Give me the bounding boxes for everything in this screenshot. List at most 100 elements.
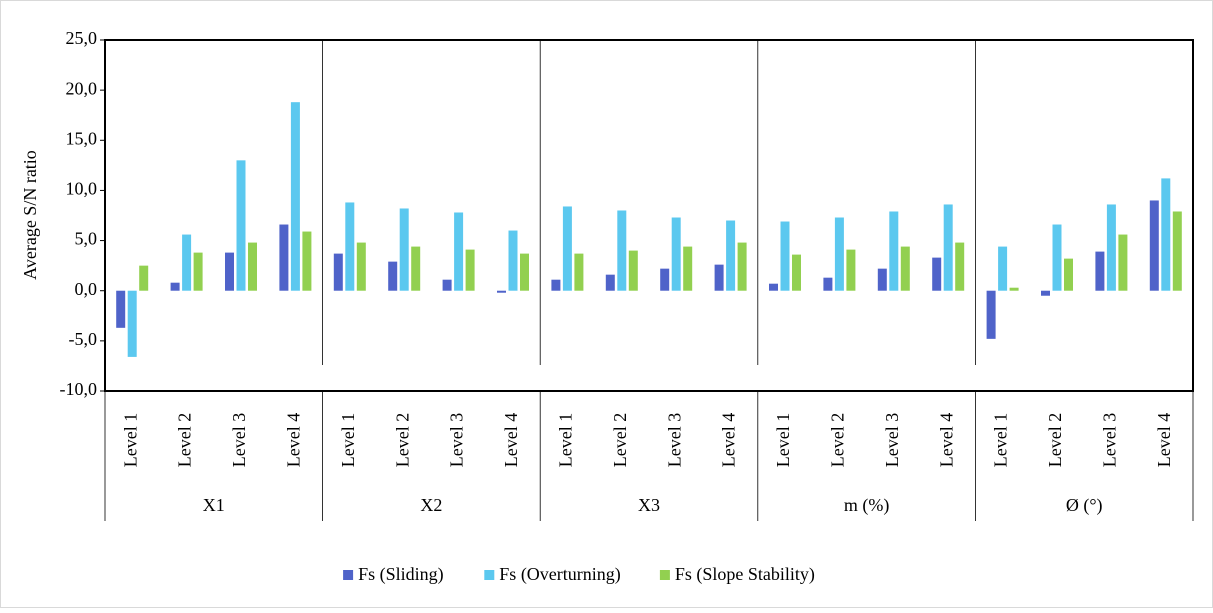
bar (877, 268, 887, 291)
x-tick-label: Level 2 (1045, 413, 1065, 467)
x-tick-label: Level 3 (1100, 413, 1120, 467)
bar (1041, 290, 1050, 296)
bar (683, 246, 693, 291)
bar (345, 202, 355, 291)
bar (823, 277, 833, 291)
bar (792, 254, 801, 291)
legend-swatch (659, 570, 670, 580)
bar (520, 253, 529, 291)
bar (769, 283, 778, 291)
bar (497, 290, 506, 293)
legend-label: Fs (Overturning) (499, 564, 620, 585)
x-tick-label: Level 1 (338, 413, 358, 467)
group-label: X3 (638, 495, 660, 515)
x-tick-label: Level 1 (120, 413, 140, 467)
plot-border (104, 39, 1194, 392)
bar (1064, 258, 1073, 291)
bar (955, 242, 965, 291)
bar (726, 220, 736, 291)
bar (236, 160, 246, 291)
x-tick-label: Level 4 (501, 413, 521, 467)
y-tick-label: 10,0 (66, 179, 98, 199)
x-tick-label: Level 3 (882, 413, 902, 467)
x-tick-label: Level 2 (828, 413, 848, 467)
y-tick-label: -10,0 (60, 379, 98, 399)
x-tick-label: Level 3 (664, 413, 684, 467)
bar (617, 210, 627, 291)
bar (1172, 211, 1182, 291)
bar (1095, 251, 1105, 291)
y-axis-title: Average S/N ratio (20, 150, 40, 280)
bar (998, 246, 1008, 291)
group-label: Ø (°) (1066, 495, 1103, 516)
x-tick-label: Level 4 (936, 413, 956, 467)
bar (127, 290, 137, 357)
x-tick-label: Level 4 (1154, 413, 1174, 467)
bar (454, 212, 464, 291)
bar (780, 221, 790, 291)
bar (388, 261, 398, 291)
x-tick-label: Level 4 (719, 413, 739, 467)
bar (139, 265, 149, 291)
y-tick-label: 15,0 (66, 128, 98, 148)
bar (1161, 178, 1171, 291)
legend-label: Fs (Sliding) (358, 564, 444, 585)
bar (356, 242, 366, 291)
x-tick-label: Level 2 (610, 413, 630, 467)
bar (889, 211, 899, 291)
bar (290, 102, 300, 291)
bar (1106, 204, 1116, 291)
y-tick-label: 20,0 (66, 78, 98, 98)
x-tick-label: Level 1 (773, 413, 793, 467)
group-label: X2 (420, 495, 442, 515)
bar (302, 231, 312, 291)
bar (1009, 287, 1019, 291)
bar (562, 206, 572, 291)
bar (116, 290, 126, 328)
bar (411, 246, 421, 291)
bar (1149, 200, 1159, 291)
y-tick-label: 25,0 (66, 28, 98, 48)
legend-swatch (343, 570, 354, 580)
bar (628, 250, 638, 291)
x-tick-label: Level 1 (556, 413, 576, 467)
y-tick-label: 5,0 (75, 229, 98, 249)
x-tick-label: Level 2 (175, 413, 195, 467)
bar (182, 234, 192, 291)
bar (193, 252, 203, 291)
bar (225, 252, 234, 291)
x-tick-label: Level 3 (447, 413, 467, 467)
bar (737, 242, 747, 291)
y-tick-label: -5,0 (69, 329, 98, 349)
bar (1052, 224, 1062, 291)
bar (248, 242, 257, 291)
bar (986, 290, 996, 339)
bar (279, 224, 289, 291)
bar (399, 208, 409, 291)
bar (714, 264, 724, 291)
bar (551, 279, 561, 291)
x-tick-label: Level 4 (284, 413, 304, 467)
bar (943, 204, 953, 291)
bar (465, 249, 475, 291)
bar (333, 253, 343, 291)
bar (170, 282, 180, 291)
x-tick-label: Level 3 (229, 413, 249, 467)
group-label: X1 (203, 495, 225, 515)
bar (574, 253, 584, 291)
bar (605, 274, 615, 291)
bar (660, 268, 670, 291)
bar (834, 217, 844, 291)
bar (508, 230, 518, 291)
group-label: m (%) (844, 495, 889, 516)
legend-label: Fs (Slope Stability) (675, 564, 815, 585)
bar (442, 279, 452, 291)
x-tick-label: Level 2 (392, 413, 412, 467)
y-tick-label: 0,0 (75, 279, 98, 299)
bar (1118, 234, 1128, 291)
legend-swatch (484, 570, 495, 580)
bar (846, 249, 856, 291)
bar (900, 246, 910, 291)
